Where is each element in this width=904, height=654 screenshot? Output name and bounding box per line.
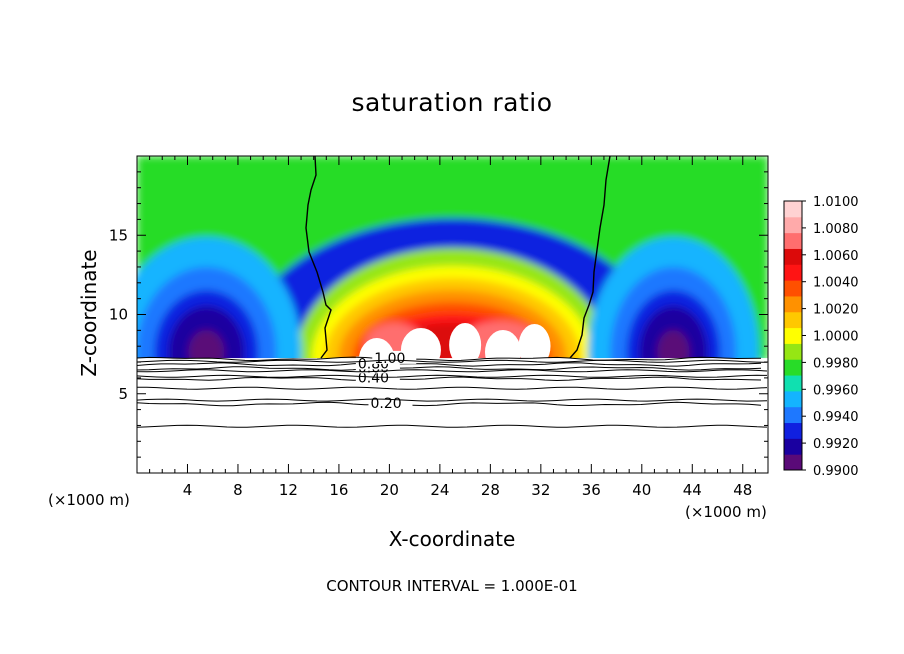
cloud-bump-3 [484,330,521,374]
x-tick-label-20: 20 [380,481,399,499]
colorbar-label-1.0080: 1.0080 [813,222,859,237]
colorbar-swatch-5 [784,375,802,392]
x-unit-label-left: (×1000 m) [48,491,130,509]
colorbar-label-1.0060: 1.0060 [813,249,859,264]
colorbar-label-0.9940: 0.9940 [813,410,859,425]
unity-line-left [305,155,332,359]
colorbar-label-0.9980: 0.9980 [813,356,859,371]
contour-label-0.20: 0.20 [370,396,401,412]
x-unit-label-right: (×1000 m) [685,503,767,521]
colorbar-label-1.0040: 1.0040 [813,276,859,291]
colorbar-swatch-2 [784,422,802,439]
y-tick-label-5: 5 [118,385,128,403]
x-tick-label-36: 36 [582,481,601,499]
colorbar-label-0.9900: 0.9900 [813,464,859,479]
contour-line-extra-5 [136,359,768,363]
contour-line-1.00 [136,356,762,362]
colorbar-label-1.0100: 1.0100 [813,195,859,210]
colorbar-swatch-10 [784,295,802,313]
colorbar-label-0.9960: 0.9960 [813,383,859,398]
cloud-bump-1 [400,328,441,372]
x-axis-label: X-coordinate [388,527,516,551]
colorbar-label-0.9920: 0.9920 [813,437,859,452]
colorbar-swatch-14 [784,232,802,249]
x-tick-label-12: 12 [279,481,298,499]
contour-line-extra-4 [136,369,768,373]
colorbar-swatch-1 [784,438,802,455]
contour-line-0.80 [136,362,762,367]
contour-label-1.00: 1.00 [374,351,405,367]
colorbar-swatch-13 [784,248,802,265]
colorbar-swatch-16 [784,201,802,218]
contour-line-extra-2 [136,386,768,390]
unity-line-right [569,155,611,359]
x-tick-label-16: 16 [329,481,348,499]
x-tick-label-28: 28 [481,481,500,499]
x-tick-label-24: 24 [430,481,449,499]
cloud-bump-4 [518,324,551,368]
contour-line-extra-0 [136,424,768,428]
x-tick-label-40: 40 [632,481,651,499]
colorbar-swatch-3 [784,406,802,424]
colorbar-label-1.0020: 1.0020 [813,303,859,318]
colorbar-swatch-8 [784,327,802,344]
x-tick-label-44: 44 [683,481,702,499]
x-tick-label-4: 4 [183,481,193,499]
contour-line-0.60 [136,366,762,371]
colorbar-label-1.0000: 1.0000 [813,330,859,345]
contour-label-0.40: 0.40 [358,371,389,387]
x-tick-label-8: 8 [233,481,243,499]
y-axis-label: Z-coordinate [77,249,101,377]
colorbar-swatch-15 [784,216,802,234]
contour-line-extra-1 [136,398,768,402]
colorbar-swatch-0 [784,454,802,471]
contour-line-extra-3 [136,374,768,378]
colorbar-swatch-6 [784,359,802,376]
x-tick-label-48: 48 [733,481,752,499]
contour-interval-note: CONTOUR INTERVAL = 1.000E-01 [326,577,578,595]
y-tick-label-15: 15 [109,226,128,244]
contour-line-0.20 [136,401,762,407]
colorbar-swatch-11 [784,280,802,297]
colorbar-swatch-4 [784,390,802,408]
y-tick-label-10: 10 [109,306,128,324]
cloud-bump-2 [449,323,482,367]
contour-line-0.40 [136,376,762,382]
chart-title: saturation ratio [351,88,553,117]
colorbar-swatch-7 [784,343,802,360]
saturation-field [137,156,768,473]
colorbar-swatch-12 [784,264,802,281]
colorbar-swatch-9 [784,311,802,329]
x-tick-label-32: 32 [531,481,550,499]
